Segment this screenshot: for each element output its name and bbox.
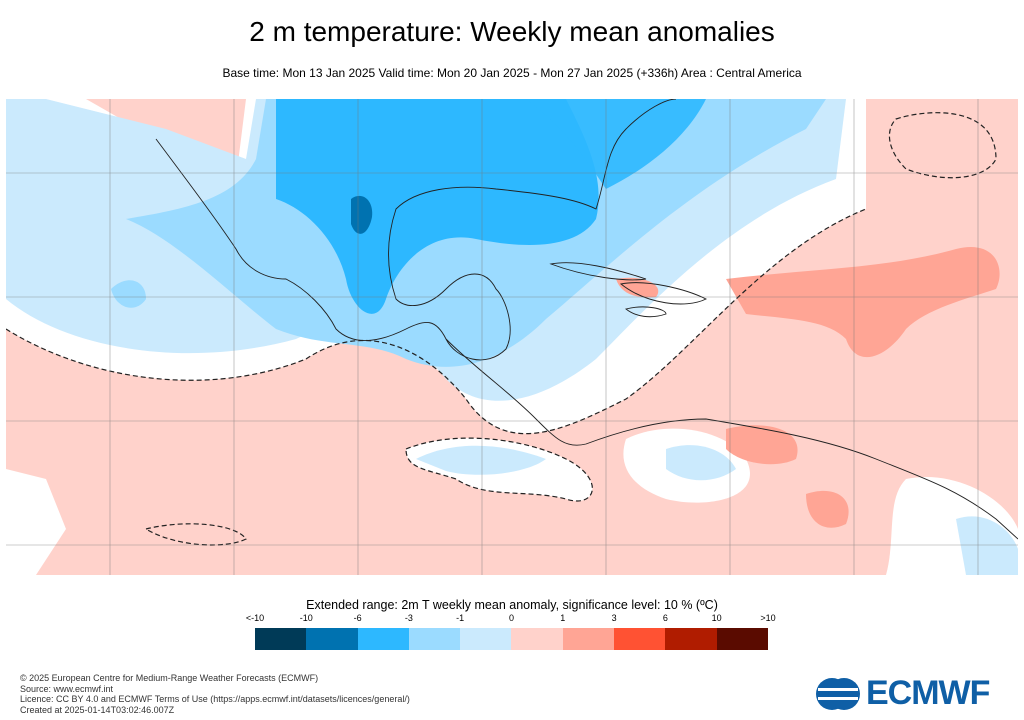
chart-title: 2 m temperature: Weekly mean anomalies — [249, 16, 775, 47]
legend-swatch — [562, 628, 615, 650]
source-text: Source: www.ecmwf.int — [20, 683, 114, 694]
legend-color-bar — [255, 628, 768, 650]
legend-tick: 6 — [662, 613, 668, 623]
legend-swatch — [511, 628, 563, 650]
legend-swatch — [357, 628, 409, 650]
legend-tick: -3 — [404, 613, 413, 623]
region-anomaly-minus6-minus3 — [276, 99, 599, 314]
region-anomaly-minus6-minus3 — [526, 99, 706, 189]
region-near-zero — [6, 469, 66, 575]
region-anomaly-minus1-0 — [956, 516, 1018, 575]
legend-swatch — [614, 628, 666, 650]
region-anomaly-1-3 — [726, 425, 798, 465]
significance-contour — [405, 437, 593, 502]
legend-swatch — [665, 628, 717, 650]
coastline — [549, 262, 647, 281]
coastline — [619, 282, 708, 305]
ecmwf-logo-text: ECMWF — [866, 674, 990, 712]
region-anomaly-1-3 — [616, 277, 659, 298]
licence-text: Licence: CC BY 4.0 and ECMWF Terms of Us… — [20, 694, 410, 704]
legend-tick: >10 — [760, 613, 776, 623]
legend-tick: -10 — [299, 613, 313, 623]
footer-credits: © 2025 European Centre for Medium-Range … — [20, 673, 410, 715]
lat-lon-grid — [6, 99, 1018, 575]
legend-tick: <-10 — [245, 613, 265, 623]
legend-tick: -1 — [456, 613, 465, 623]
legend-swatch — [306, 628, 358, 650]
legend-swatch — [408, 628, 461, 650]
region-anomaly-1-3 — [806, 490, 849, 528]
region-anomaly-minus1-0 — [416, 445, 546, 475]
region-anomaly-1-3 — [726, 247, 1000, 358]
significance-contour — [6, 208, 867, 435]
legend-title: Extended range: 2m T weekly mean anomaly… — [306, 598, 718, 612]
copyright-text: © 2025 European Centre for Medium-Range … — [20, 673, 319, 683]
anomaly-map — [6, 99, 1018, 575]
region-anomaly-minus3-minus1 — [111, 280, 146, 308]
legend-swatch — [255, 628, 307, 650]
legend-tick: 10 — [711, 613, 722, 623]
coastline — [625, 306, 667, 318]
ecmwf-logo-icon — [816, 677, 860, 710]
legend-tick: 3 — [611, 613, 617, 623]
significance-contour — [888, 112, 997, 179]
ecmwf-logo: ECMWF — [814, 674, 990, 713]
coastline — [155, 99, 677, 361]
legend-tick: -6 — [353, 613, 362, 623]
color-legend: <-10 -10 -6 -3 -1 0 1 3 6 10 >10 — [246, 613, 776, 651]
region-anomaly-minus1-0 — [666, 445, 736, 481]
legend-tick: 0 — [508, 613, 515, 623]
legend-swatch — [716, 628, 768, 650]
region-anomaly-minus10-minus6 — [351, 195, 373, 234]
coastline — [445, 338, 1018, 540]
legend-swatch — [460, 628, 512, 650]
legend-tick: 1 — [560, 613, 566, 623]
chart-subtitle: Base time: Mon 13 Jan 2025 Valid time: M… — [222, 66, 802, 80]
created-text: Created at 2025-01-14T03:02:46.007Z — [20, 704, 175, 715]
